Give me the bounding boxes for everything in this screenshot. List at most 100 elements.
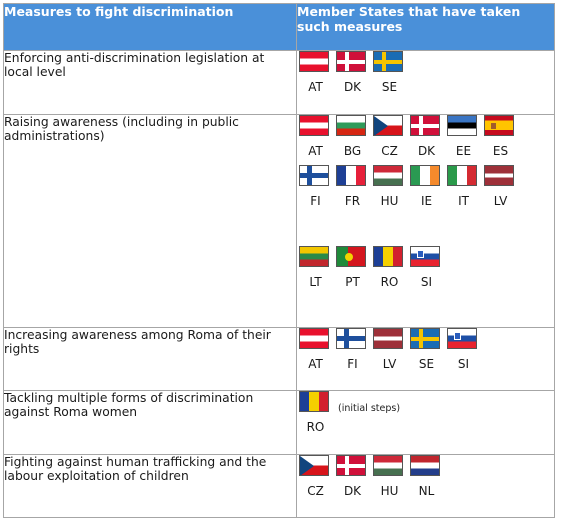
member-state-hu: HU [371, 165, 408, 208]
member-state-at: AT [297, 328, 334, 371]
country-code: LV [493, 194, 508, 208]
member-state-fi: FI [297, 165, 334, 208]
member-state-at: AT [297, 115, 334, 158]
country-code: DK [343, 80, 362, 94]
flag-fr-icon [336, 165, 366, 186]
flag-at-icon [299, 328, 329, 349]
measure-text: Increasing awareness among Roma of their… [3, 327, 297, 391]
flag-ie-icon [410, 165, 440, 186]
member-state-ro: RO [297, 391, 334, 434]
country-code: FI [347, 357, 358, 371]
country-code: SI [420, 275, 433, 289]
flag-cz-icon [373, 115, 403, 136]
member-state-at: AT [297, 51, 334, 94]
country-code: ES [492, 144, 509, 158]
member-state-se: SE [371, 51, 408, 94]
member-state-nl: NL [408, 455, 445, 498]
country-code: HU [380, 194, 399, 208]
flag-hu-icon [373, 455, 403, 476]
flags-cell: RO (initial steps) [296, 390, 555, 455]
flag-hu-icon [373, 165, 403, 186]
flag-ro-icon [373, 246, 403, 267]
table-row: Tackling multiple forms of discriminatio… [3, 390, 555, 455]
member-state-lv: LV [482, 165, 519, 208]
member-state-fr: FR [334, 165, 371, 208]
flag-pt-icon [336, 246, 366, 267]
member-state-lv: LV [371, 328, 408, 371]
flag-fi-icon [336, 328, 366, 349]
member-state-cz: CZ [297, 455, 334, 498]
flag-at-icon [299, 51, 329, 72]
flag-nl-icon [410, 455, 440, 476]
measure-text: Raising awareness (including in public a… [3, 114, 297, 328]
member-state-ie: IE [408, 165, 445, 208]
measure-text: Fighting against human trafficking and t… [3, 454, 297, 518]
header-measures: Measures to fight discrimination [3, 3, 297, 51]
measures-table: Measures to fight discrimination Member … [3, 3, 555, 518]
member-state-lt: LT [297, 246, 334, 289]
member-state-ro: RO [371, 246, 408, 289]
country-code: RO [380, 275, 399, 289]
country-code: SE [418, 357, 435, 371]
country-code: IE [420, 194, 433, 208]
flags-cell: AT FI LV SE SI [296, 327, 555, 391]
member-state-se: SE [408, 328, 445, 371]
flag-ro-icon [299, 391, 329, 412]
flag-cz-icon [299, 455, 329, 476]
flags-cell: AT DK SE [296, 50, 555, 115]
country-code: AT [308, 357, 323, 371]
flag-lv-icon [373, 328, 403, 349]
flag-dk-icon [410, 115, 440, 136]
member-state-pt: PT [334, 246, 371, 289]
flag-row: RO (initial steps) [297, 391, 554, 434]
member-state-si: SI [445, 328, 482, 371]
country-code: AT [308, 144, 323, 158]
flag-fi-icon [299, 165, 329, 186]
member-state-ee: EE [445, 115, 482, 158]
table-row: Enforcing anti-discrimination legislatio… [3, 50, 555, 115]
member-state-fi: FI [334, 328, 371, 371]
country-code: DK [343, 484, 362, 498]
member-state-es: ES [482, 115, 519, 158]
flag-row: AT FI LV SE SI [297, 328, 554, 371]
member-state-dk: DK [408, 115, 445, 158]
flag-bg-icon [336, 115, 366, 136]
country-code: EE [455, 144, 472, 158]
country-code: DK [417, 144, 436, 158]
flag-row: AT DK SE [297, 51, 554, 94]
country-code: LV [382, 357, 397, 371]
member-state-si: SI [408, 246, 445, 289]
flags-cell: AT BG CZ DK EE ES FI FR HU IE IT LV LT PT RO SI [296, 114, 555, 328]
flag-es-icon [484, 115, 514, 136]
flag-si-icon [447, 328, 477, 349]
note-text: (initial steps) [338, 403, 401, 414]
flag-row: AT BG CZ DK EE ES [297, 115, 554, 158]
header-row: Measures to fight discrimination Member … [3, 3, 555, 51]
country-code: PT [345, 275, 360, 289]
flag-it-icon [447, 165, 477, 186]
flag-se-icon [410, 328, 440, 349]
table-row: Raising awareness (including in public a… [3, 114, 555, 328]
flag-lv-icon [484, 165, 514, 186]
flag-row: FI FR HU IE IT LV [297, 165, 554, 208]
flag-ee-icon [447, 115, 477, 136]
flag-row: CZ DK HU NL [297, 455, 554, 498]
flag-si-icon [410, 246, 440, 267]
country-code: SE [381, 80, 398, 94]
country-code: RO [306, 420, 325, 434]
country-code: CZ [307, 484, 324, 498]
country-code: NL [418, 484, 435, 498]
table-row: Increasing awareness among Roma of their… [3, 327, 555, 391]
country-code: CZ [381, 144, 398, 158]
member-state-bg: BG [334, 115, 371, 158]
flag-dk-icon [336, 455, 366, 476]
flag-lt-icon [299, 246, 329, 267]
header-member-states: Member States that have taken such measu… [296, 3, 555, 51]
member-state-hu: HU [371, 455, 408, 498]
measure-text: Enforcing anti-discrimination legislatio… [3, 50, 297, 115]
country-code: SI [457, 357, 470, 371]
flags-cell: CZ DK HU NL [296, 454, 555, 518]
country-code: BG [343, 144, 362, 158]
flag-row: LT PT RO SI [297, 246, 554, 289]
member-state-cz: CZ [371, 115, 408, 158]
